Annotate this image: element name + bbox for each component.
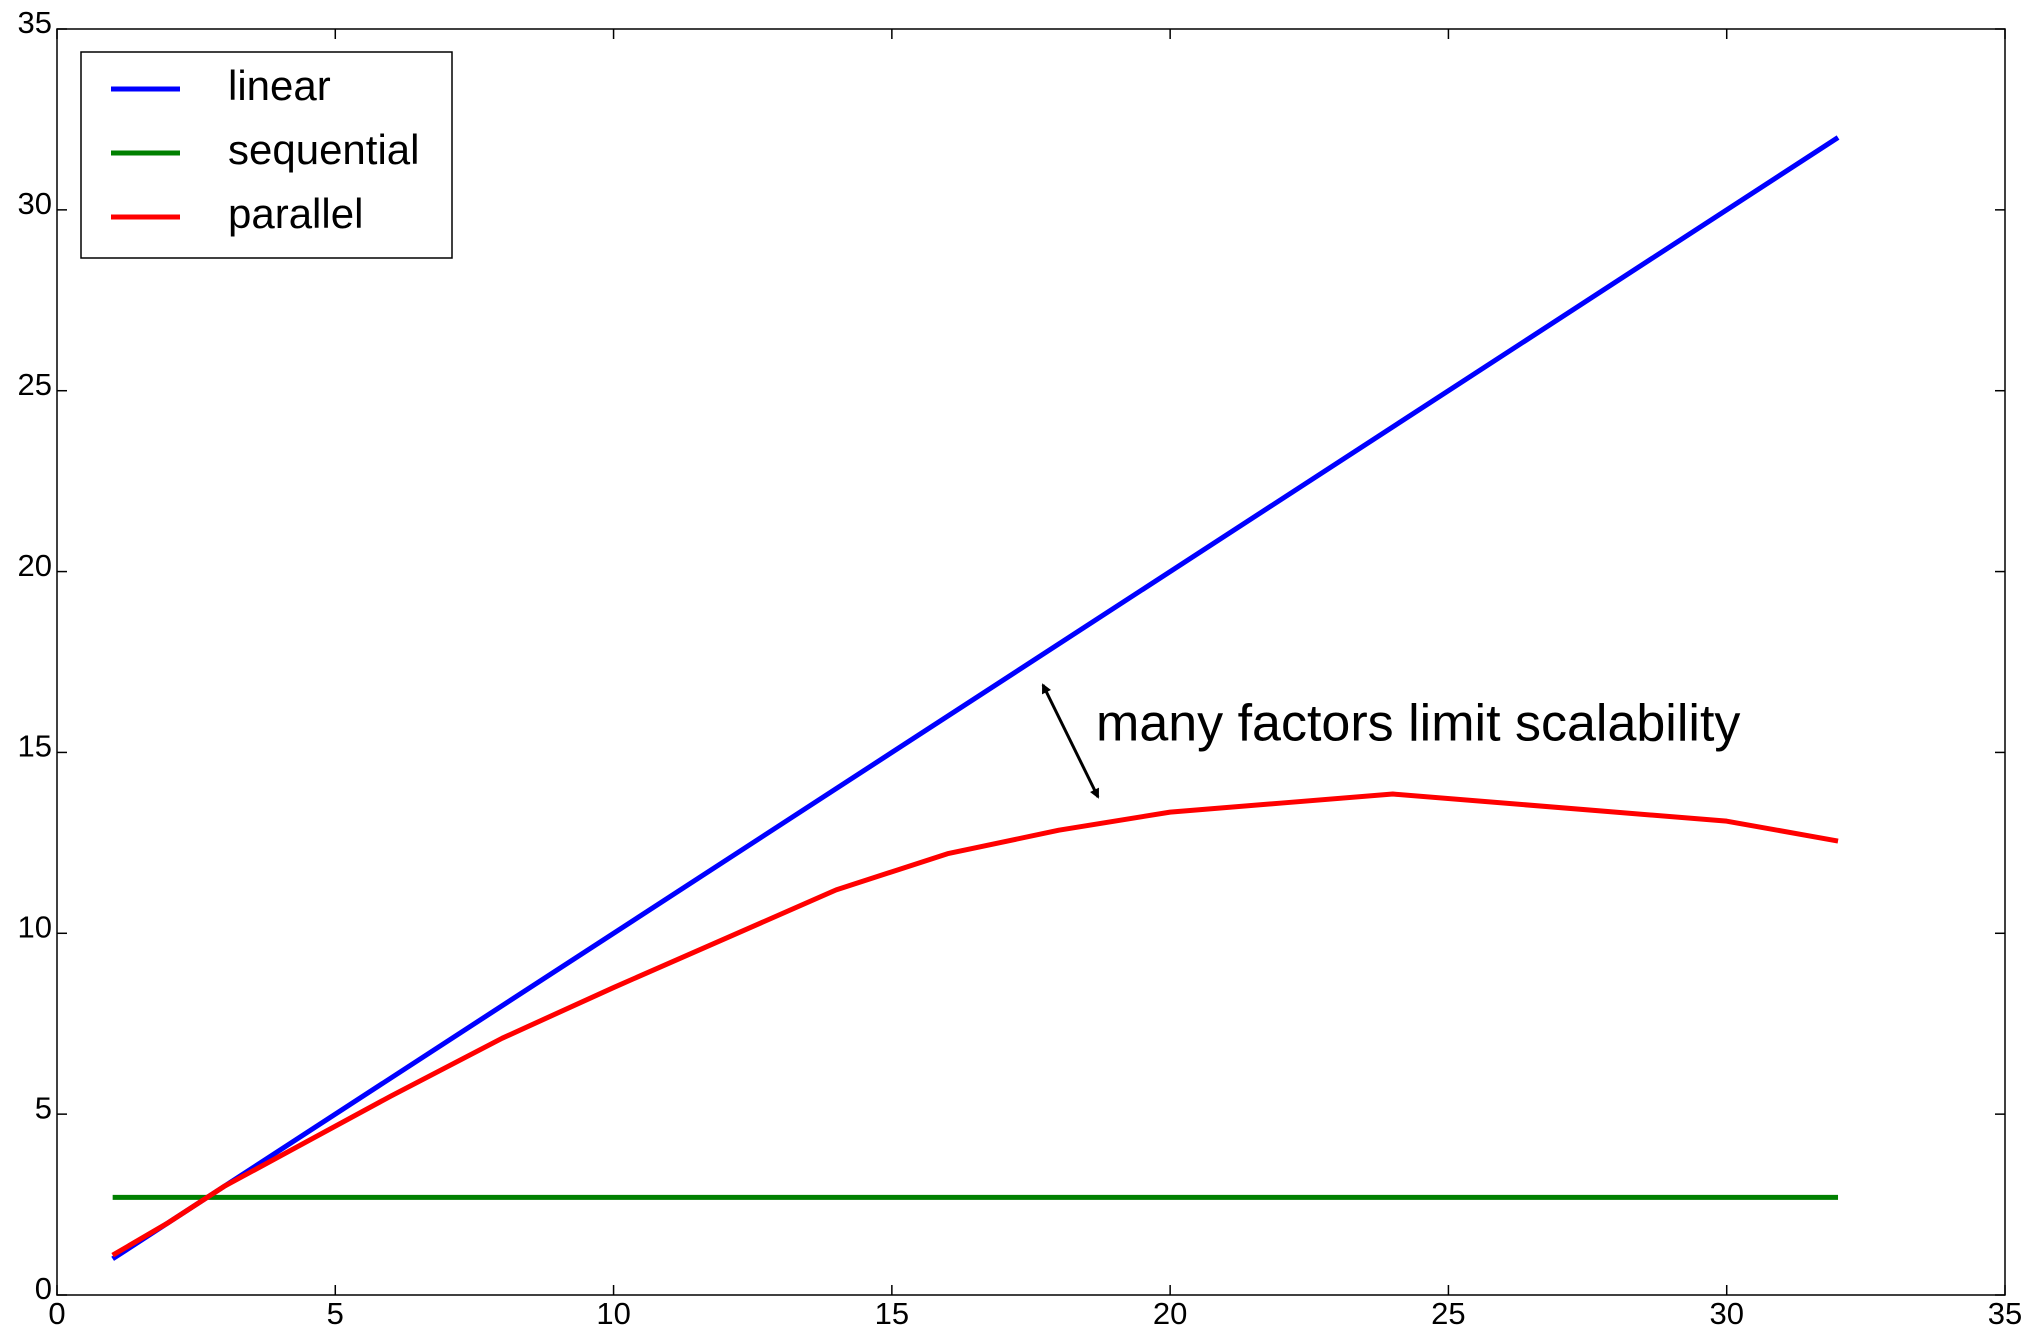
y-tick-label: 25 (18, 367, 52, 402)
x-tick-label: 5 (327, 1296, 344, 1331)
x-tick-label: 0 (48, 1296, 65, 1331)
plot-frame (56, 28, 2006, 1296)
plot-layer: 0 5 10 15 20 25 30 35 0 5 10 15 20 25 30 35 (18, 5, 2023, 1331)
annotation-arrow (1041, 683, 1100, 799)
legend: linear sequential parallel (80, 51, 453, 259)
y-tick-label: 30 (18, 186, 52, 221)
y-tick-label: 35 (18, 5, 52, 40)
x-tick-label: 30 (1709, 1296, 1743, 1331)
y-tick-label: 5 (35, 1090, 52, 1125)
y-tick-label: 10 (18, 909, 52, 944)
legend-label: parallel (228, 190, 363, 237)
legend-label: linear (228, 62, 331, 109)
x-tick-label: 15 (875, 1296, 909, 1331)
x-tick-label: 25 (1431, 1296, 1465, 1331)
annotation: many factors limit scalability (1096, 695, 1740, 753)
legend-label: sequential (228, 126, 419, 173)
x-tick-label: 20 (1153, 1296, 1187, 1331)
y-tick-label: 15 (18, 729, 52, 764)
series-line (111, 791, 1839, 1258)
x-tick-label: 35 (1988, 1296, 2022, 1331)
y-tick-label: 0 (35, 1271, 52, 1306)
x-tick-label: 10 (596, 1296, 630, 1331)
series-line (111, 135, 1840, 1261)
y-tick-label: 20 (18, 548, 52, 583)
